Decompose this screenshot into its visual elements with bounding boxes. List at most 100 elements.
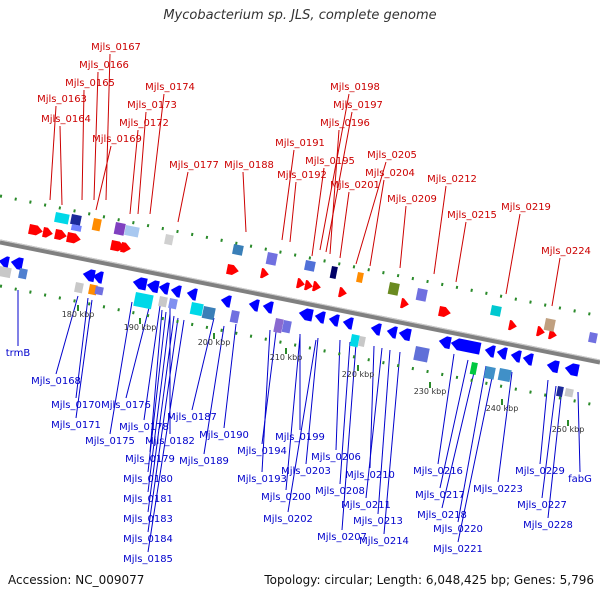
- reverse-gene-box: [189, 302, 204, 317]
- gene-label-forward: Mjls_0196: [320, 118, 370, 129]
- forward-gene-box: [588, 332, 598, 344]
- reverse-leader-line: [143, 305, 161, 421]
- forward-leader-line: [242, 171, 247, 233]
- label-leader-lines: [17, 53, 581, 553]
- forward-leader-line: [129, 129, 139, 215]
- reverse-leader-line: [149, 309, 163, 453]
- forward-leader-line: [325, 111, 353, 253]
- gene-label-forward: Mjls_0173: [127, 100, 177, 111]
- gene-label-forward: Mjls_0172: [119, 118, 169, 129]
- gene-label-reverse: Mjls_0220: [433, 524, 483, 535]
- gene-label-reverse: Mjls_0175: [85, 436, 135, 447]
- scale-tick-label: 240 kbp: [486, 404, 519, 413]
- gene-label-forward: Mjls_0204: [365, 168, 415, 179]
- forward-gene-arrow: [536, 326, 545, 337]
- gene-label-forward: Mjls_0195: [305, 156, 355, 167]
- gene-label-forward: Mjls_0164: [41, 114, 91, 125]
- gene-label-reverse: Mjls_0216: [413, 466, 463, 477]
- gene-label-reverse: Mjls_0203: [281, 466, 331, 477]
- forward-gene-box: [415, 288, 428, 302]
- gene-label-forward: Mjls_0209: [387, 194, 437, 205]
- reverse-leader-line: [383, 351, 401, 535]
- reverse-gene-arrow: [370, 323, 382, 336]
- forward-gene-box: [124, 225, 140, 238]
- gene-label-reverse: Mjls_0208: [315, 486, 365, 497]
- reverse-gene-arrow: [342, 317, 354, 330]
- reverse-gene-box: [158, 296, 168, 308]
- reverse-leader-line: [377, 349, 391, 515]
- forward-gene-box: [70, 214, 82, 226]
- gene-label-reverse: Mjls_0193: [237, 474, 287, 485]
- gene-label-forward: Mjls_0165: [65, 78, 115, 89]
- forward-gene-arrow: [28, 224, 43, 236]
- forward-gene-arrow: [66, 232, 81, 244]
- gene-label-reverse: Mjls_0213: [353, 516, 403, 527]
- gene-label-forward: Mjls_0177: [169, 160, 219, 171]
- scale-tick-label: 190 kbp: [124, 323, 157, 332]
- gene-label-reverse: Mjls_0202: [263, 514, 313, 525]
- reverse-gene-box: [18, 268, 28, 280]
- forward-gene-box: [304, 260, 316, 272]
- forward-gene-box: [329, 265, 338, 279]
- gene-label-forward: Mjls_0205: [367, 150, 417, 161]
- gene-label-forward: Mjls_0219: [501, 202, 551, 213]
- reverse-gene-arrow: [450, 338, 482, 355]
- gene-label-forward: Mjls_0174: [145, 82, 195, 93]
- map-title: Mycobacterium sp. JLS, complete genome: [163, 8, 437, 23]
- gene-label-reverse: fabG: [568, 474, 592, 485]
- forward-gene-box: [70, 224, 82, 232]
- forward-leader-line: [281, 149, 295, 241]
- reverse-gene-box: [358, 335, 366, 347]
- forward-gene-arrow: [508, 320, 517, 331]
- reverse-gene-arrow: [186, 288, 198, 301]
- reverse-gene-arrow: [170, 285, 182, 298]
- reverse-leader-line: [539, 379, 549, 465]
- reverse-leader-line: [203, 325, 225, 455]
- forward-leader-line: [95, 145, 112, 211]
- reverse-gene-arrow: [438, 336, 452, 350]
- reverse-leader-line: [223, 323, 237, 429]
- reverse-leader-line: [55, 295, 79, 375]
- reverse-leader-line: [335, 339, 341, 451]
- gene-label-reverse: Mjls_0182: [145, 436, 195, 447]
- forward-leader-line: [399, 205, 407, 269]
- gene-label-forward: Mjls_0192: [277, 170, 327, 181]
- gene-label-reverse: Mjls_0214: [359, 536, 409, 547]
- reverse-gene-box: [229, 309, 240, 324]
- forward-gene-box: [387, 282, 400, 296]
- scale-tick-label: 250 kbp: [552, 425, 585, 434]
- forward-leader-line: [289, 181, 297, 243]
- reverse-leader-line: [441, 363, 477, 509]
- reverse-gene-arrow: [398, 328, 412, 342]
- reverse-gene-arrow: [328, 314, 340, 327]
- reverse-gene-box: [201, 305, 216, 321]
- reverse-leader-line: [147, 315, 175, 513]
- forward-leader-line: [455, 221, 467, 283]
- reverse-gene-box: [497, 367, 512, 383]
- forward-gene-box: [54, 212, 70, 225]
- scale-tick-label: 200 kbp: [198, 338, 231, 347]
- gene-label-forward: Mjls_0197: [333, 100, 383, 111]
- scale-tick-label: 220 kbp: [342, 370, 375, 379]
- reverse-leader-line: [339, 341, 351, 485]
- reverse-gene-box: [273, 318, 284, 334]
- forward-gene-arrow: [338, 287, 347, 298]
- forward-leader-line: [81, 89, 85, 201]
- forward-leader-line: [329, 129, 340, 255]
- reverse-leader-line: [261, 331, 277, 445]
- reverse-leader-line: [577, 391, 581, 473]
- reverse-gene-arrow: [220, 295, 232, 308]
- reverse-leader-line: [147, 317, 179, 533]
- gene-label-reverse: Mjls_0179: [125, 454, 175, 465]
- genome-backbone: [0, 239, 600, 365]
- gene-label-reverse: Mjls_0199: [275, 432, 325, 443]
- gene-label-forward: Mjls_0212: [427, 174, 477, 185]
- reverse-leader-line: [305, 337, 319, 465]
- reverse-gene-arrow: [522, 353, 534, 366]
- reverse-gene-box: [94, 285, 104, 296]
- forward-leader-line: [93, 71, 99, 201]
- reverse-gene-box: [168, 298, 178, 310]
- forward-gene-arrow: [226, 264, 239, 275]
- forward-gene-arrow: [120, 242, 131, 253]
- gene-label-reverse: Mjls_0217: [415, 490, 465, 501]
